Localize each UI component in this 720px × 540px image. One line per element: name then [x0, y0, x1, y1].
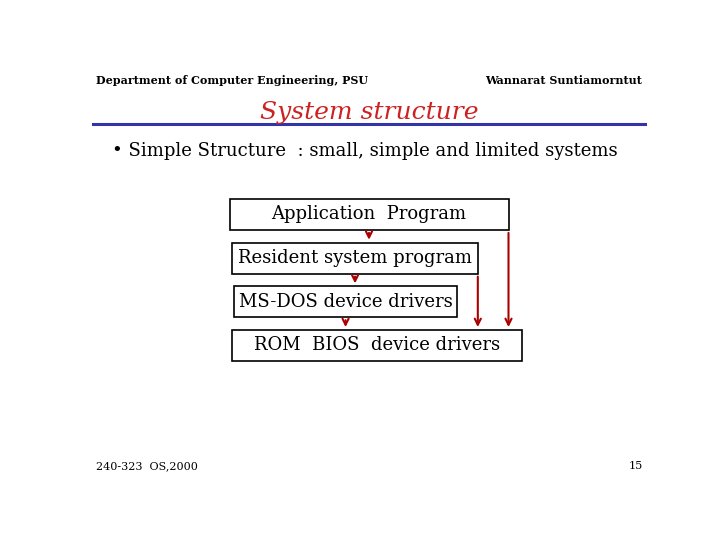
Text: • Simple Structure  : small, simple and limited systems: • Simple Structure : small, simple and l…	[112, 141, 618, 160]
FancyBboxPatch shape	[230, 199, 508, 230]
Text: ROM  BIOS  device drivers: ROM BIOS device drivers	[254, 336, 500, 354]
Text: System structure: System structure	[260, 102, 478, 124]
FancyBboxPatch shape	[234, 286, 457, 318]
Text: Resident system program: Resident system program	[238, 249, 472, 267]
Text: 240-323  OS,2000: 240-323 OS,2000	[96, 462, 197, 471]
Text: MS-DOS device drivers: MS-DOS device drivers	[239, 293, 452, 311]
Text: Department of Computer Engineering, PSU: Department of Computer Engineering, PSU	[96, 75, 368, 86]
Text: Application  Program: Application Program	[271, 206, 467, 224]
Text: Wannarat Suntiamorntut: Wannarat Suntiamorntut	[485, 75, 642, 86]
Text: 15: 15	[628, 462, 642, 471]
FancyBboxPatch shape	[233, 330, 523, 361]
FancyBboxPatch shape	[233, 242, 478, 274]
